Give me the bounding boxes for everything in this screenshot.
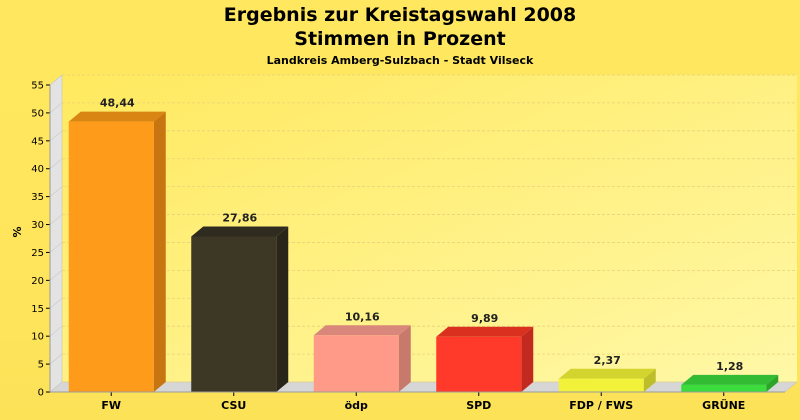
bar-front: [558, 378, 644, 392]
grid-line-wall: [49, 270, 63, 281]
bar-fw: [68, 111, 166, 392]
grid-line-wall: [49, 74, 63, 86]
grid-line-wall: [49, 242, 63, 253]
bar-top: [68, 111, 166, 122]
x-tick-label: FW: [101, 399, 121, 412]
bar-front: [313, 335, 399, 392]
bar-front: [436, 336, 522, 392]
grid-line-wall: [49, 186, 63, 197]
grid-line-wall: [49, 214, 63, 225]
data-label: 27,86: [222, 211, 257, 224]
y-axis-label: %: [11, 226, 24, 237]
y-tick-label: 45: [31, 136, 44, 147]
y-tick-label: 55: [31, 81, 44, 92]
y-tick-label: 35: [31, 192, 44, 203]
grid-lines: [49, 74, 797, 393]
y-axis-ticks: 0 5 10 15 20 25 30 35 40 45 50 55: [31, 81, 51, 399]
x-axis-labels: FW CSU ödp SPD FDP / FWS GRÜNE: [50, 391, 785, 412]
grid-line-wall: [49, 325, 63, 337]
bar-top: [436, 326, 534, 337]
x-tick-label: FDP / FWS: [569, 399, 633, 412]
y-tick-label: 40: [31, 164, 44, 175]
data-label: 48,44: [100, 97, 135, 110]
bar-front: [191, 236, 277, 392]
bar-side: [643, 368, 656, 392]
bar-side: [766, 374, 779, 392]
x-tick-label: GRÜNE: [702, 398, 745, 412]
bar-side: [276, 226, 289, 392]
bar-front: [68, 121, 154, 392]
bar-top: [558, 368, 656, 379]
bar-ödp: [313, 325, 411, 392]
bars: 48,44 27,86 10,16 9,89 2,37 1,28: [68, 97, 779, 392]
bar-top: [313, 325, 411, 336]
data-label: 1,28: [716, 360, 743, 373]
chart-header: Ergebnis zur Kreistagswahl 2008 Stimmen …: [0, 0, 800, 67]
bar-side: [153, 111, 166, 392]
y-tick-label: 50: [31, 108, 44, 119]
grid-line-wall: [49, 130, 63, 142]
chart-title: Ergebnis zur Kreistagswahl 2008: [223, 4, 577, 26]
chart-title-line2: Stimmen in Prozent: [294, 28, 506, 50]
y-tick-label: 15: [31, 304, 44, 315]
grid-line-wall: [49, 158, 63, 169]
bar-front: [681, 384, 767, 392]
x-tick-label: ödp: [345, 399, 368, 412]
data-label: 10,16: [345, 310, 380, 323]
y-tick-label: 30: [31, 220, 44, 231]
bar-top: [191, 226, 289, 237]
grid-line-wall: [49, 381, 63, 393]
chart-subtitle: Landkreis Amberg-Sulzbach - Stadt Vilsec…: [266, 54, 534, 67]
y-tick-label: 5: [38, 360, 44, 371]
bar-csu: [191, 226, 289, 392]
grid-line-wall: [49, 298, 63, 309]
bar-spd: [436, 326, 534, 392]
bar-fdp-fws: [558, 368, 656, 392]
bar-top: [681, 374, 779, 385]
x-tick-label: SPD: [466, 399, 491, 412]
y-tick-label: 0: [38, 388, 44, 399]
bar-grüne: [681, 374, 779, 392]
left-wall: [49, 74, 63, 393]
grid-line-wall: [49, 102, 63, 114]
grid-line-wall: [49, 353, 63, 365]
bar-side: [521, 326, 534, 392]
y-tick-label: 25: [31, 248, 44, 259]
bar-side: [398, 325, 411, 392]
data-label: 9,89: [471, 312, 498, 325]
data-label: 2,37: [594, 354, 621, 367]
y-tick-label: 10: [31, 332, 44, 343]
y-tick-label: 20: [31, 276, 44, 287]
x-tick-label: CSU: [221, 399, 246, 412]
